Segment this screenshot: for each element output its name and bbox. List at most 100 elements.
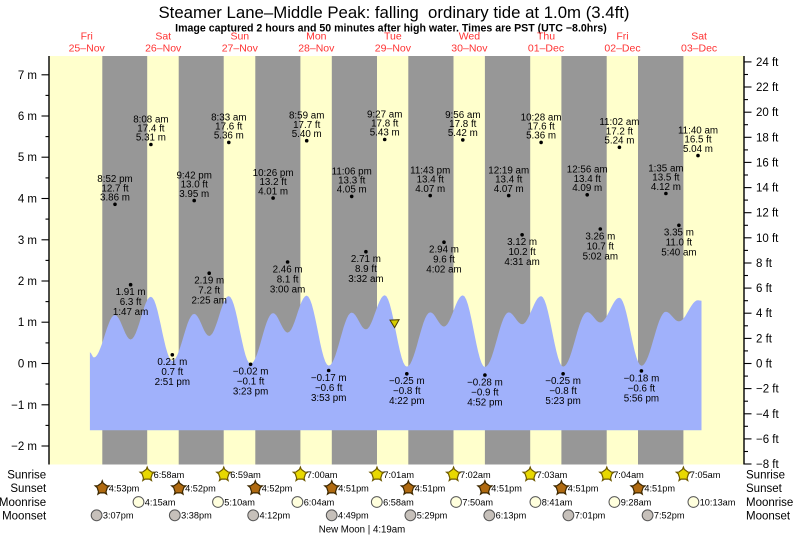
svg-text:12:19 am: 12:19 am [488,166,529,177]
svg-text:10:13am: 10:13am [700,497,736,507]
svg-text:Thu: Thu [537,31,555,43]
svg-text:5 m: 5 m [18,152,37,164]
svg-text:Wed: Wed [459,31,481,43]
svg-text:5.36 m: 5.36 m [214,131,244,142]
svg-text:Sunset: Sunset [10,483,47,495]
svg-text:4:51pm: 4:51pm [568,484,599,494]
svg-text:29–Nov: 29–Nov [375,43,412,55]
svg-text:24 ft: 24 ft [756,57,779,69]
svg-text:18 ft: 18 ft [756,132,779,144]
svg-text:Sunrise: Sunrise [7,470,46,482]
svg-text:17.8 ft: 17.8 ft [449,119,477,130]
svg-text:7:52pm: 7:52pm [654,511,685,521]
svg-text:3.86 m: 3.86 m [100,193,130,204]
svg-text:9.6 ft: 9.6 ft [433,255,455,266]
svg-text:3:32 am: 3:32 am [348,274,383,285]
svg-text:−0.8 ft: −0.8 ft [393,386,421,397]
svg-text:1 m: 1 m [18,317,37,329]
svg-text:11.0 ft: 11.0 ft [666,238,693,249]
svg-text:4:22 pm: 4:22 pm [389,396,424,407]
svg-text:Image captured 2 hours and 50: Image captured 2 hours and 50 minutes af… [175,23,607,35]
svg-text:8:33 am: 8:33 am [211,112,246,123]
svg-text:3:00 am: 3:00 am [270,284,305,295]
svg-text:4:52pm: 4:52pm [185,484,216,494]
svg-text:2:25 am: 2:25 am [191,296,226,307]
svg-text:4.07 m: 4.07 m [415,184,445,195]
svg-text:5.43 m: 5.43 m [370,128,400,139]
svg-text:Sunrise: Sunrise [746,470,785,482]
svg-text:01–Dec: 01–Dec [528,43,564,55]
svg-text:4:52 pm: 4:52 pm [467,397,502,408]
svg-text:13.3 ft: 13.3 ft [338,176,366,187]
svg-text:Fri: Fri [616,31,628,43]
svg-text:10 ft: 10 ft [756,233,779,245]
svg-text:1:35 am: 1:35 am [648,163,683,174]
svg-text:7:01am: 7:01am [383,470,414,480]
svg-text:17.2 ft: 17.2 ft [606,126,634,137]
svg-text:25–Nov: 25–Nov [69,43,106,55]
svg-text:−0.8 ft: −0.8 ft [549,386,577,397]
svg-text:27–Nov: 27–Nov [222,43,259,55]
svg-text:4:51pm: 4:51pm [644,484,675,494]
svg-text:3:38pm: 3:38pm [181,511,212,521]
svg-text:7 m: 7 m [18,70,37,82]
svg-text:14 ft: 14 ft [756,183,779,195]
svg-text:2.94 m: 2.94 m [429,245,459,256]
svg-text:3 m: 3 m [18,235,37,247]
svg-text:7:04am: 7:04am [613,470,644,480]
svg-text:4:53pm: 4:53pm [109,484,140,494]
svg-text:17.8 ft: 17.8 ft [371,119,399,130]
svg-text:7:00am: 7:00am [307,470,338,480]
svg-text:1.91 m: 1.91 m [116,287,146,298]
svg-text:−0.17 m: −0.17 m [311,373,347,384]
svg-text:−2 m: −2 m [11,441,37,453]
svg-text:−6 ft: −6 ft [756,434,780,446]
svg-text:17.4 ft: 17.4 ft [137,124,165,135]
svg-text:2.71 m: 2.71 m [351,254,381,265]
svg-text:Fri: Fri [81,31,93,43]
svg-text:0.21 m: 0.21 m [157,357,187,368]
svg-text:16 ft: 16 ft [756,157,779,169]
svg-text:5:29pm: 5:29pm [417,511,448,521]
svg-text:2 m: 2 m [18,276,37,288]
svg-text:3.35 m: 3.35 m [664,228,694,239]
svg-text:2:51 pm: 2:51 pm [155,377,190,388]
svg-text:4:02 am: 4:02 am [426,265,461,276]
svg-text:4.12 m: 4.12 m [651,182,681,193]
svg-text:7:50am: 7:50am [462,497,493,507]
svg-text:3:23 pm: 3:23 pm [233,387,268,398]
svg-text:0.7 ft: 0.7 ft [161,367,183,378]
svg-text:Sat: Sat [155,31,171,43]
svg-text:6 ft: 6 ft [756,283,773,295]
svg-text:30–Nov: 30–Nov [451,43,488,55]
svg-text:3:53 pm: 3:53 pm [311,393,346,404]
svg-text:Sunset: Sunset [746,483,783,495]
svg-text:5.42 m: 5.42 m [448,128,478,139]
svg-text:17.7 ft: 17.7 ft [293,120,321,131]
svg-text:−8 ft: −8 ft [756,459,780,471]
svg-text:−0.9 ft: −0.9 ft [471,387,499,398]
svg-text:−0.25 m: −0.25 m [389,376,425,387]
svg-text:11:43 pm: 11:43 pm [410,166,450,177]
svg-text:03–Dec: 03–Dec [681,43,717,55]
svg-text:6:04am: 6:04am [304,497,335,507]
svg-text:−1 m: −1 m [11,400,37,412]
svg-text:3:07pm: 3:07pm [103,511,134,521]
svg-text:5:23 pm: 5:23 pm [545,396,580,407]
svg-text:8:59 am: 8:59 am [289,111,324,122]
svg-text:8:52 pm: 8:52 pm [97,174,132,185]
svg-text:−4 ft: −4 ft [756,409,780,421]
svg-text:7.2 ft: 7.2 ft [198,286,220,297]
svg-text:0 ft: 0 ft [756,359,773,371]
svg-text:8.9 ft: 8.9 ft [355,264,377,275]
svg-text:4:51pm: 4:51pm [491,484,522,494]
svg-text:6:59am: 6:59am [230,470,261,480]
svg-text:−0.1 ft: −0.1 ft [237,377,265,388]
svg-text:4:51pm: 4:51pm [338,484,369,494]
svg-text:4.01 m: 4.01 m [258,186,288,197]
svg-text:Moonset: Moonset [2,510,47,522]
svg-text:13.2 ft: 13.2 ft [259,177,287,188]
svg-text:4 m: 4 m [18,194,37,206]
svg-text:28–Nov: 28–Nov [298,43,335,55]
svg-text:7:02am: 7:02am [460,470,491,480]
